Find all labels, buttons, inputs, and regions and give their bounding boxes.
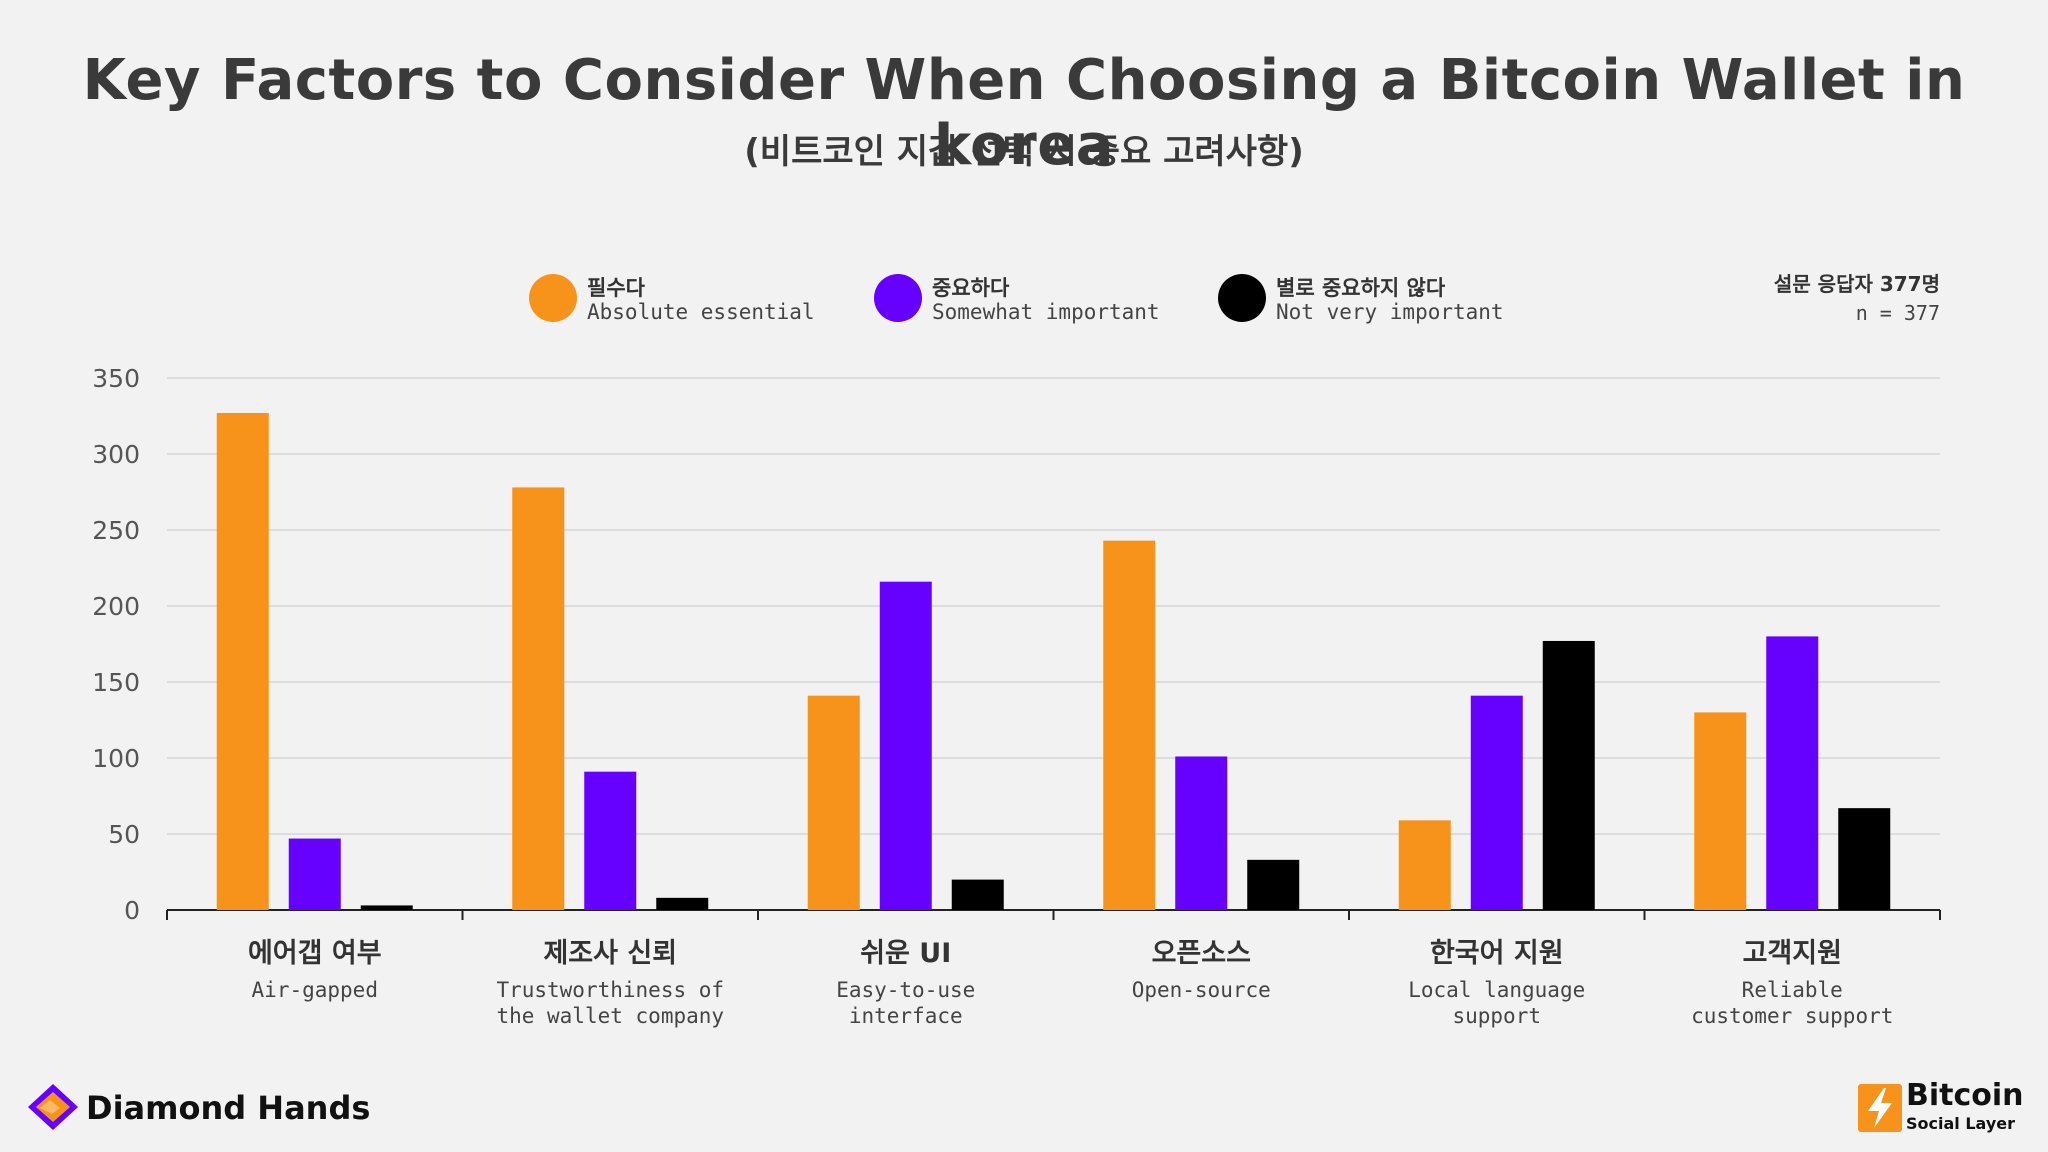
x-category-label-en: support — [1452, 1004, 1541, 1028]
legend-label-ko: 중요하다 — [932, 276, 1010, 300]
x-category-label-en: Trustworthiness of — [496, 978, 724, 1002]
x-category-label-ko: 제조사 신뢰 — [543, 938, 677, 969]
x-category-label-ko: 한국어 지원 — [1430, 938, 1564, 969]
x-category-label-en: Air-gapped — [252, 978, 378, 1002]
chart-subtitle: (비트코인 지갑 선택 시 중요 고려사항) — [744, 132, 1304, 172]
chart-title: Key Factors to Consider When Choosing a … — [82, 48, 1966, 178]
y-tick-label: 150 — [92, 668, 140, 697]
legend-label-en: Somewhat important — [932, 300, 1160, 324]
x-category-label-ko: 쉬운 UI — [860, 938, 951, 969]
x-category-label-en: Easy-to-use — [836, 978, 975, 1002]
legend-swatch-important — [874, 274, 922, 322]
diamond-hands-icon — [28, 1084, 78, 1130]
bar — [656, 897, 709, 910]
legend-item-not-important: 별로 중요하지 않다 Not very important — [1218, 272, 1538, 324]
sample-size-note: 설문 응답자 377명 n = 377 — [1774, 268, 1940, 325]
y-tick-label: 250 — [92, 516, 140, 545]
bar — [951, 879, 1004, 910]
bar — [584, 771, 637, 910]
bolt-icon — [1858, 1084, 1902, 1132]
x-category-label-en: Local language — [1408, 978, 1585, 1002]
brand-left-text: Diamond Hands — [86, 1089, 371, 1127]
bar — [1838, 808, 1891, 910]
bar — [1103, 540, 1156, 910]
sample-size-ko: 설문 응답자 377명 — [1773, 272, 1940, 296]
bitcoin-social-layer-logo: Bitcoin Social Layer — [1858, 1078, 2028, 1136]
y-tick-label: 200 — [92, 592, 140, 621]
legend-label-ko: 별로 중요하지 않다 — [1276, 276, 1446, 300]
x-category-label-ko: 에어갭 여부 — [248, 938, 382, 969]
bar — [288, 838, 341, 910]
bar — [1542, 640, 1595, 910]
bar — [1175, 756, 1228, 910]
x-category-label-en: Reliable — [1742, 978, 1843, 1002]
bar — [807, 695, 860, 910]
brand-right-line1: Bitcoin — [1906, 1078, 2024, 1113]
legend-label-ko: 필수다 — [587, 276, 645, 300]
bar — [1398, 820, 1451, 910]
y-tick-label: 0 — [124, 896, 140, 925]
bar — [879, 581, 932, 910]
y-tick-label: 350 — [92, 364, 140, 393]
bar — [1470, 695, 1523, 910]
bar — [1247, 859, 1300, 910]
legend-swatch-not-important — [1218, 274, 1266, 322]
bar — [1694, 712, 1747, 910]
bar — [216, 412, 269, 910]
x-category-label-en: customer support — [1691, 1004, 1893, 1028]
brand-right-line2: Social Layer — [1906, 1114, 2016, 1133]
y-tick-label: 100 — [92, 744, 140, 773]
x-category-label-ko: 고객지원 — [1743, 938, 1842, 969]
bar — [1766, 636, 1819, 910]
sample-size-n: n = 377 — [1855, 301, 1940, 325]
y-tick-label: 50 — [108, 820, 140, 849]
x-category-label-ko: 오픈소스 — [1152, 938, 1251, 969]
bar — [360, 905, 413, 910]
bar — [512, 487, 565, 910]
x-category-label-en: Open-source — [1132, 978, 1271, 1002]
x-category-label-en: interface — [849, 1004, 963, 1028]
y-tick-label: 300 — [92, 440, 140, 469]
legend-swatch-essential — [529, 274, 577, 322]
legend-item-essential: 필수다 Absolute essential — [529, 272, 829, 324]
legend-label-en: Not very important — [1276, 300, 1504, 324]
legend-item-important: 중요하다 Somewhat important — [874, 272, 1194, 324]
x-category-label-en: the wallet company — [496, 1004, 724, 1028]
legend-label-en: Absolute essential — [587, 300, 815, 324]
